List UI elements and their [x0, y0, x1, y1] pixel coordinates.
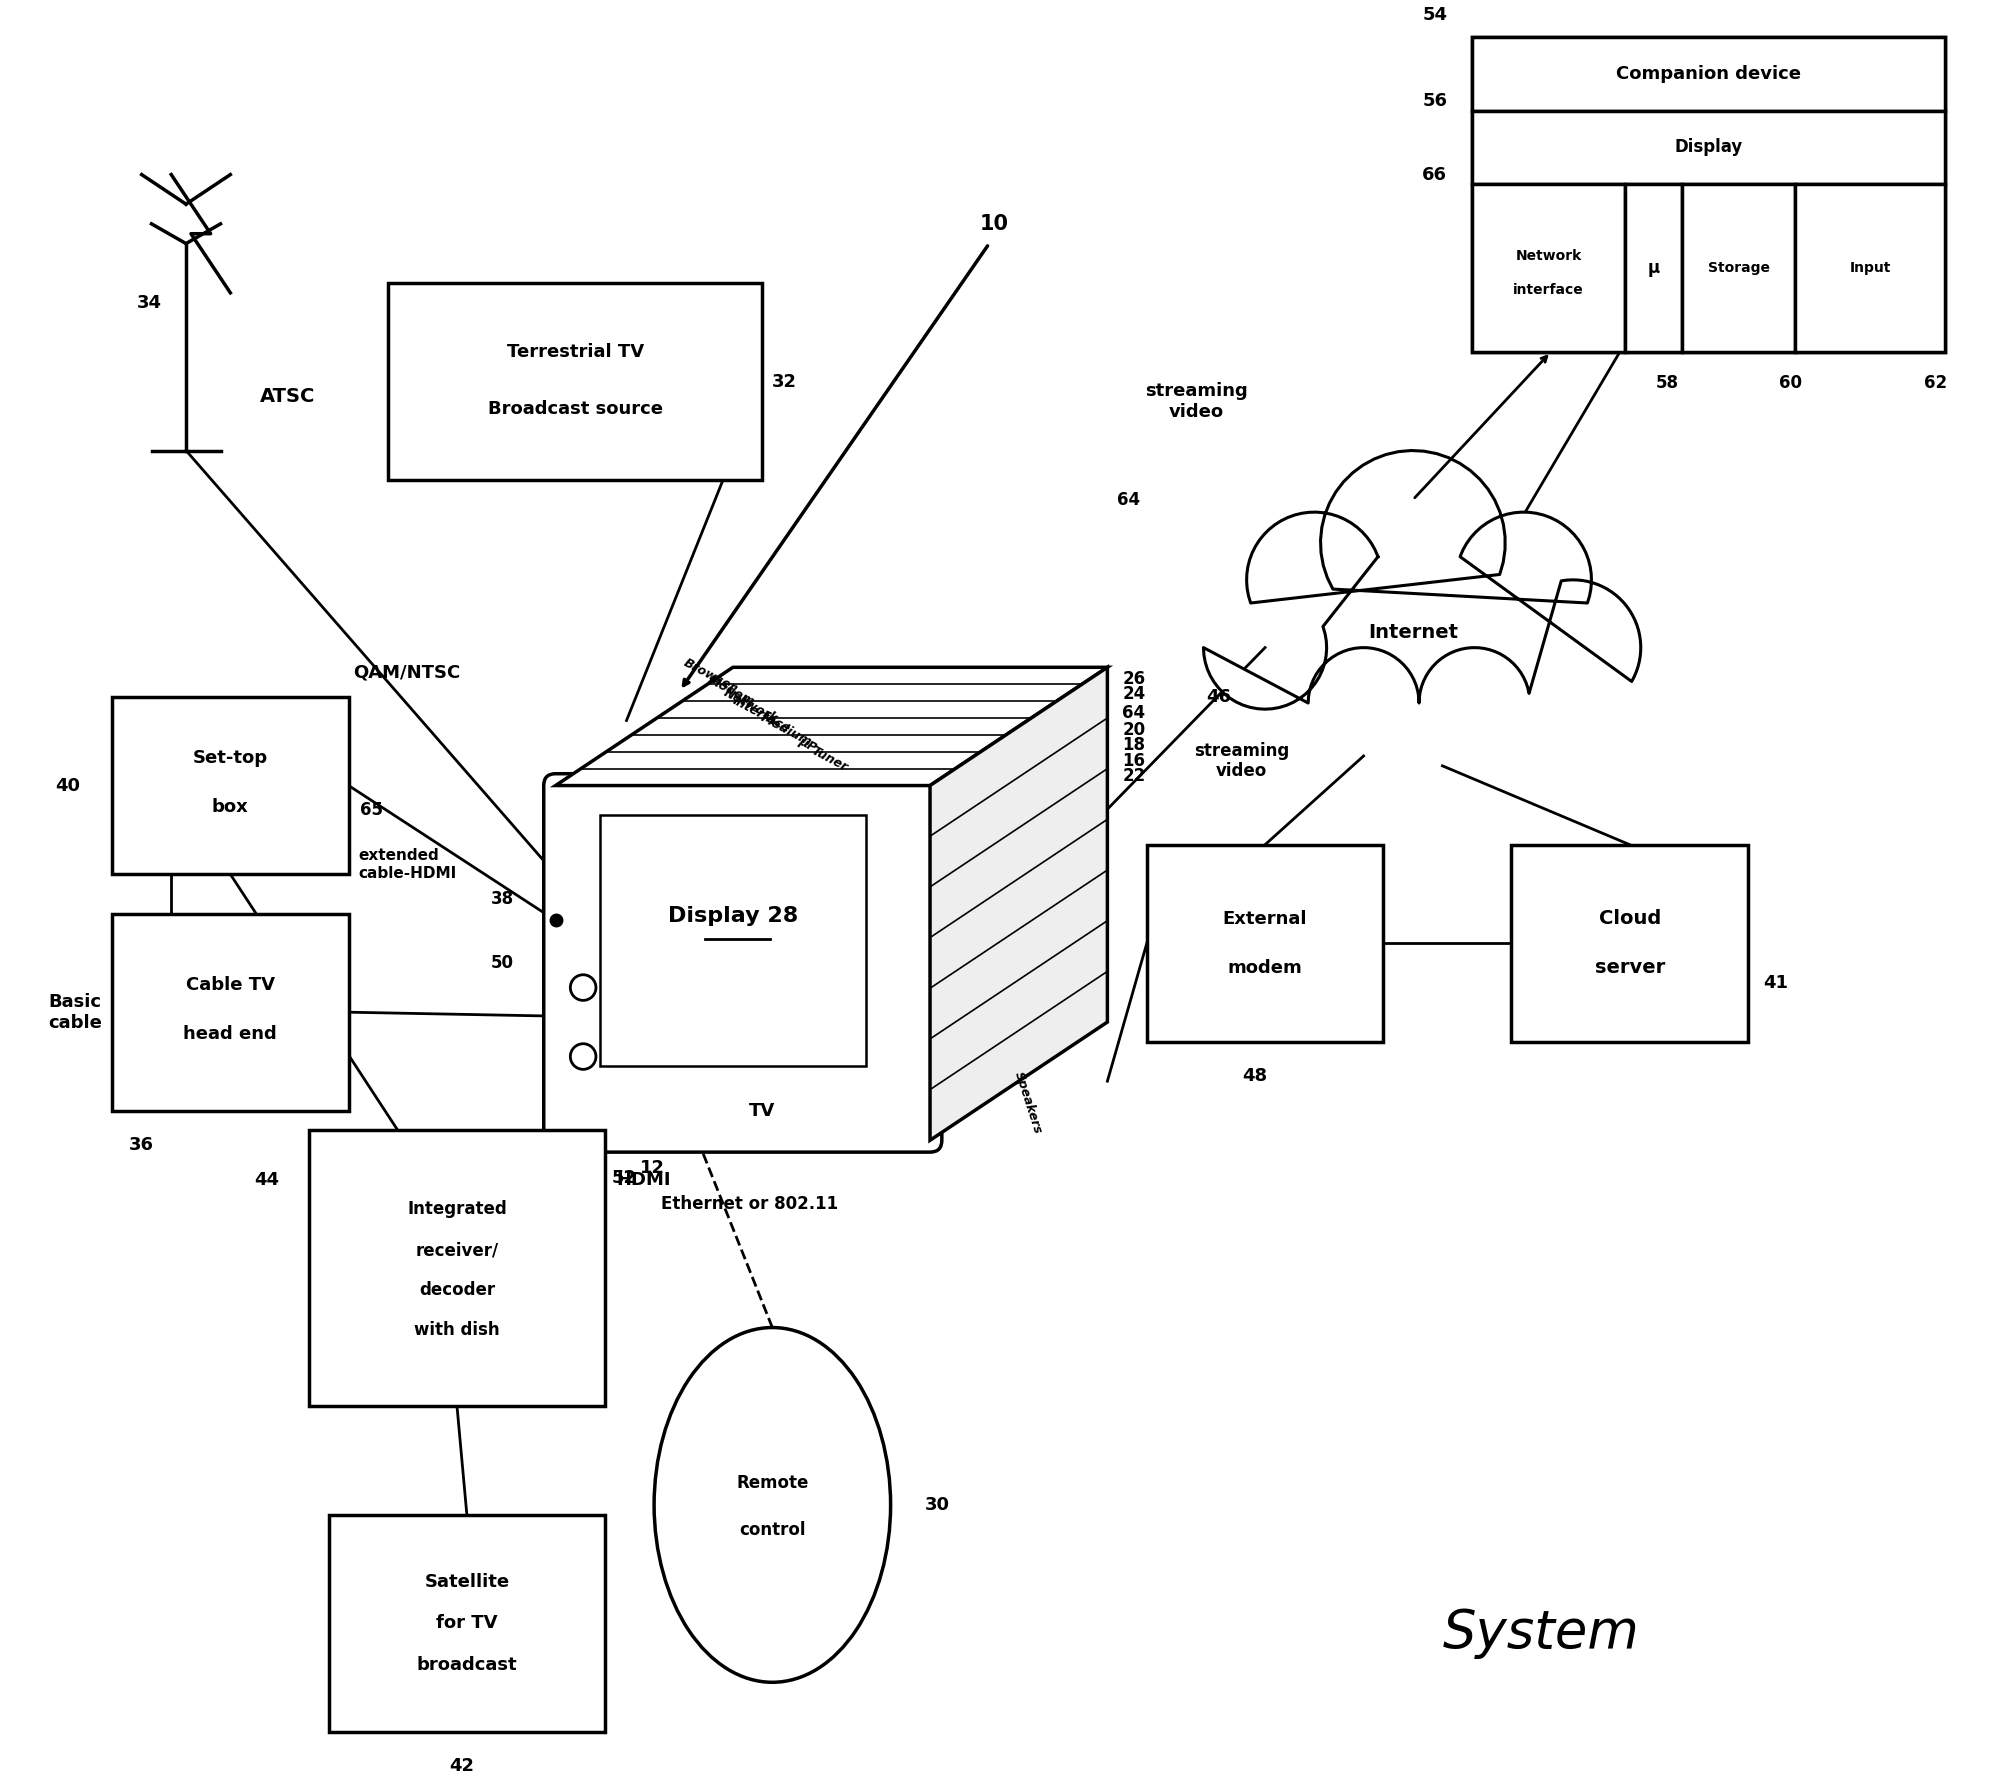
Text: Satellite: Satellite [424, 1573, 509, 1590]
Text: Display: Display [1674, 139, 1742, 157]
Bar [112, 914, 348, 1110]
Bar [599, 816, 865, 1066]
Text: 46: 46 [1207, 687, 1231, 705]
Text: 10: 10 [979, 214, 1009, 234]
Bar [1473, 111, 1944, 184]
Text: Internet: Internet [1369, 623, 1459, 643]
Text: server: server [1594, 959, 1664, 978]
Text: Medium: Medium [759, 710, 815, 750]
Text: decoder: decoder [420, 1282, 496, 1299]
Text: System: System [1443, 1606, 1640, 1658]
Text: 48: 48 [1243, 1067, 1269, 1085]
Text: Browser: Browser [681, 657, 739, 694]
Bar [310, 1130, 605, 1407]
Text: 16: 16 [1123, 751, 1145, 769]
Text: with dish: with dish [414, 1321, 500, 1339]
Text: Network: Network [721, 687, 781, 726]
Text: 26: 26 [1123, 669, 1145, 689]
Text: box: box [212, 798, 248, 816]
Text: 18: 18 [1123, 737, 1145, 755]
FancyBboxPatch shape [543, 773, 941, 1151]
Text: 12: 12 [641, 1158, 665, 1176]
Text: 38: 38 [492, 891, 513, 909]
Text: control: control [739, 1521, 805, 1539]
Circle shape [569, 1044, 595, 1069]
Text: Terrestrial TV: Terrestrial TV [507, 343, 643, 361]
Text: Remote: Remote [735, 1474, 809, 1492]
Text: streaming
video: streaming video [1145, 382, 1247, 421]
Text: Ethernet or 802.11: Ethernet or 802.11 [661, 1196, 837, 1214]
Text: μ: μ [1646, 259, 1660, 277]
Text: External: External [1223, 910, 1307, 928]
Text: 64: 64 [1123, 705, 1145, 723]
Text: 56: 56 [1423, 91, 1447, 109]
Text: 40: 40 [56, 776, 80, 794]
Bar [1147, 844, 1383, 1042]
Text: broadcast: broadcast [416, 1655, 517, 1674]
Text: 58: 58 [1656, 375, 1678, 393]
Text: modem: modem [1227, 959, 1303, 976]
Text: 50: 50 [492, 953, 513, 971]
Text: 32: 32 [771, 373, 797, 391]
Text: Cable TV: Cable TV [186, 976, 276, 994]
Text: receiver/: receiver/ [416, 1242, 500, 1260]
Text: Speakers: Speakers [1011, 1069, 1043, 1135]
Bar [1796, 184, 1944, 352]
Text: Input: Input [1850, 261, 1890, 275]
Bar [1473, 37, 1944, 111]
Text: 22: 22 [1123, 768, 1145, 785]
Text: streaming
video: streaming video [1193, 741, 1289, 780]
Text: head end: head end [184, 1025, 278, 1042]
Text: 41: 41 [1762, 973, 1788, 992]
Text: 66: 66 [1423, 166, 1447, 184]
Bar [388, 284, 763, 480]
Text: Display 28: Display 28 [667, 907, 797, 926]
Text: extended
cable-HDMI: extended cable-HDMI [358, 848, 458, 880]
Text: for TV: for TV [436, 1614, 498, 1631]
Text: ATSC: ATSC [260, 387, 316, 405]
Polygon shape [929, 668, 1107, 1141]
Text: 52: 52 [611, 1169, 637, 1187]
Text: 65: 65 [360, 801, 384, 819]
Text: Broadcast source: Broadcast source [488, 400, 663, 418]
Text: Set-top: Set-top [192, 750, 268, 768]
Bar [1473, 184, 1624, 352]
Text: Network: Network [1514, 250, 1582, 264]
Bar [1682, 184, 1796, 352]
Text: 34: 34 [136, 295, 162, 312]
Text: interface: interface [731, 694, 793, 735]
Text: 20: 20 [1123, 721, 1145, 739]
Text: 36: 36 [130, 1137, 154, 1155]
Text: TV: TV [749, 1101, 775, 1119]
Text: 64: 64 [1117, 491, 1141, 509]
Text: Integrated: Integrated [408, 1200, 507, 1219]
Text: 24: 24 [1123, 685, 1145, 703]
Text: QAM/NTSC: QAM/NTSC [354, 664, 462, 682]
Text: 30: 30 [925, 1496, 951, 1514]
Text: Modem: Modem [705, 673, 757, 709]
Text: 54: 54 [1423, 5, 1447, 23]
Text: HDMI: HDMI [617, 1171, 671, 1189]
Text: Tuner: Tuner [809, 744, 849, 775]
Text: 62: 62 [1924, 375, 1946, 393]
Text: interface: interface [1512, 282, 1584, 296]
Polygon shape [1203, 450, 1640, 709]
Bar [330, 1515, 605, 1731]
Text: 60: 60 [1778, 375, 1802, 393]
Text: Companion device: Companion device [1616, 64, 1800, 82]
Ellipse shape [653, 1328, 891, 1681]
Text: μP: μP [797, 734, 819, 755]
Text: Basic
cable: Basic cable [48, 992, 102, 1032]
Text: Storage: Storage [1708, 261, 1770, 275]
Polygon shape [555, 668, 1107, 785]
Bar [112, 696, 348, 875]
Text: 42: 42 [450, 1756, 474, 1774]
Text: Cloud: Cloud [1598, 909, 1660, 928]
Bar [1510, 844, 1748, 1042]
Circle shape [569, 975, 595, 1000]
Text: 44: 44 [254, 1171, 280, 1189]
Bar [1624, 184, 1682, 352]
Bar [1473, 37, 1944, 352]
